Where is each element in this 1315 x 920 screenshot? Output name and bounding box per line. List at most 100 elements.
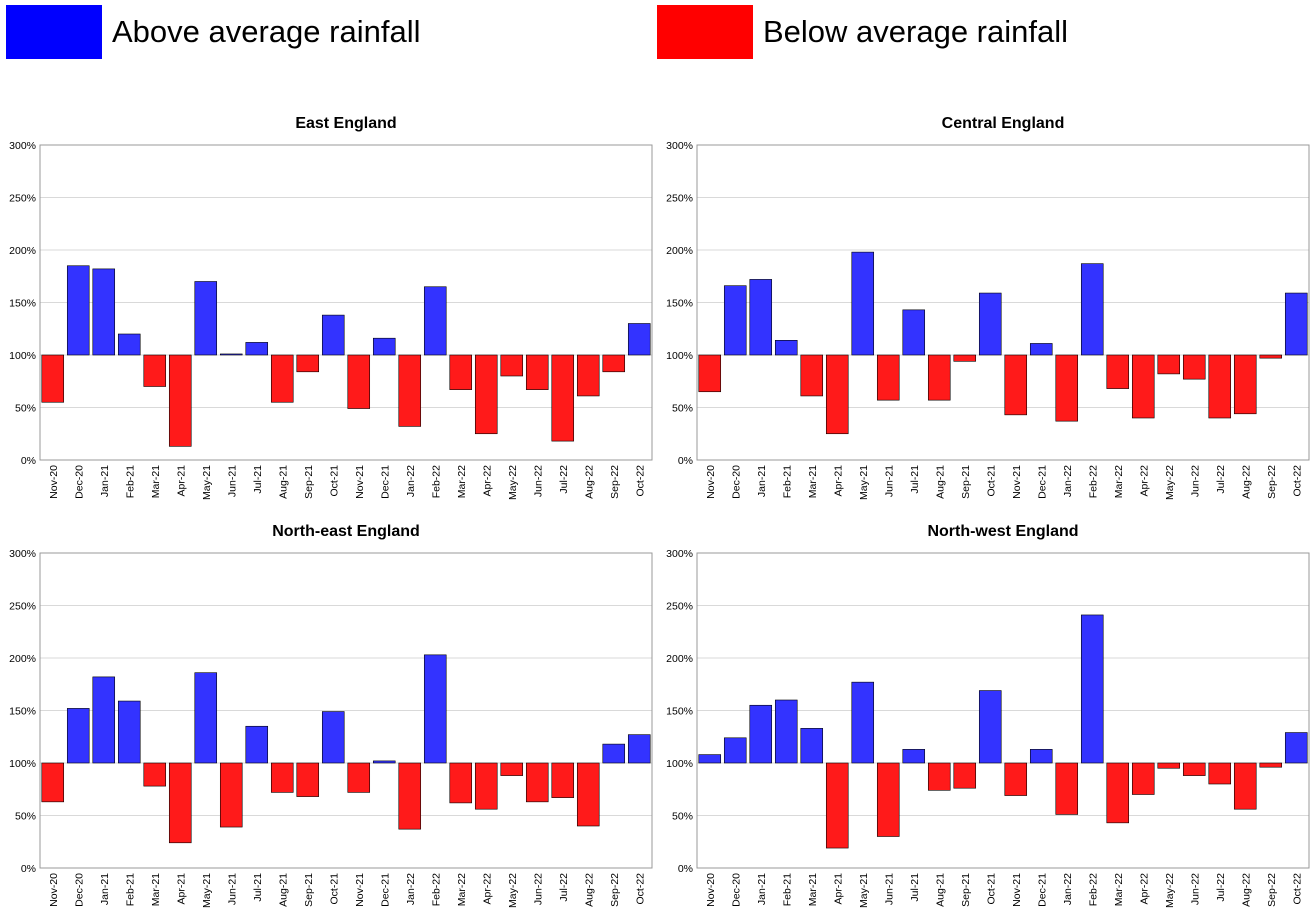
x-tick-label: Mar-21 [150,873,162,906]
x-tick-label: Sep-21 [303,873,315,907]
x-tick-label: Jun-21 [883,465,895,497]
x-tick-label: Mar-21 [807,873,819,906]
y-tick-label: 100% [666,350,693,362]
bar-above-average [245,725,269,764]
bar-below-average [1157,762,1181,769]
bar-above-average [851,251,875,356]
bar-below-average [825,354,849,435]
bar-below-average [1004,762,1028,796]
bar-above-average [978,292,1002,356]
bar-above-average [723,285,747,356]
bar-above-average [321,711,345,764]
chart-east-england: East England 0% 50% 100% 150% 200% 250% 300% Nov… [0,100,656,512]
bar-above-average [627,734,651,764]
y-tick-label: 150% [9,706,36,718]
x-tick-label: Jul-22 [1215,465,1227,494]
x-tick-label: Dec-21 [379,873,391,907]
x-tick-label: Feb-21 [124,873,136,906]
bar-below-average [347,762,371,793]
y-tick-label: 100% [9,350,36,362]
y-tick-label: 300% [666,548,693,560]
x-tick-label: May-22 [507,465,519,500]
x-tick-label: Jan-21 [99,465,111,497]
bar-below-average [1233,354,1257,415]
chart-svg: North-west England 0% 50% 100% 150% 200% 250% 3… [666,523,1310,908]
bar-above-average [372,337,396,356]
y-tick-label: 150% [9,298,36,310]
bar-above-average [66,708,90,764]
bar-below-average [927,762,951,791]
bar-below-average [1004,354,1028,416]
bar-above-average [423,286,447,356]
x-tick-label: Apr-22 [1138,465,1150,497]
bar-below-average [398,762,422,830]
x-tick-label: Mar-22 [1113,465,1125,498]
bar-below-average [1233,762,1257,810]
bar-below-average [551,354,575,442]
bar-below-average [296,354,320,373]
bar-above-average [1284,292,1308,356]
bar-below-average [270,354,294,403]
bar-below-average [1208,762,1232,785]
y-tick-label: 50% [672,811,693,823]
x-tick-label: Nov-20 [48,465,60,499]
y-tick-label: 250% [9,601,36,613]
bar-below-average [1157,354,1181,375]
bar-below-average [219,762,243,828]
y-tick-label: 300% [666,140,693,152]
bar-below-average [1208,354,1232,419]
y-tick-label: 100% [9,758,36,770]
x-tick-label: Dec-20 [730,873,742,907]
bar-below-average [143,354,167,387]
x-tick-label: Mar-21 [807,465,819,498]
chart-title: East England [295,115,396,132]
x-tick-label: Nov-21 [354,873,366,907]
bar-above-average [117,700,141,764]
bar-above-average [800,728,824,764]
bar-below-average [1055,762,1079,815]
bar-below-average [296,762,320,797]
bar-above-average [1029,343,1053,356]
x-tick-label: Jun-22 [532,465,544,497]
y-tick-label: 250% [666,601,693,613]
x-tick-label: Feb-21 [124,465,136,498]
bar-above-average [219,353,243,356]
x-tick-label: Feb-22 [430,465,442,498]
x-tick-label: Oct-21 [985,873,997,905]
x-tick-label: May-21 [858,873,870,908]
bar-below-average [168,762,192,844]
x-tick-label: Jun-22 [532,873,544,905]
y-tick-label: 50% [15,811,36,823]
plot-area-border [39,552,653,869]
x-tick-label: Mar-22 [1113,873,1125,906]
bar-below-average [800,354,824,397]
bar-below-average [876,762,900,837]
y-tick-label: 200% [666,653,693,665]
x-tick-label: Apr-22 [481,465,493,497]
plot-area-border [696,552,1310,869]
bar-below-average [1106,354,1130,389]
x-tick-label: Oct-21 [328,465,340,497]
bar-above-average [774,340,798,356]
y-tick-label: 250% [666,193,693,205]
x-tick-label: Dec-21 [1036,465,1048,499]
x-tick-label: Jul-21 [909,873,921,902]
x-tick-label: Jul-22 [558,873,570,902]
x-tick-label: Oct-22 [634,873,646,905]
legend-item-above: Above average rainfall [6,5,420,59]
x-tick-label: Aug-21 [934,465,946,499]
bar-below-average [500,354,524,377]
y-tick-label: 100% [666,758,693,770]
x-tick-label: May-22 [507,873,519,908]
x-tick-label: Jan-22 [405,465,417,497]
plot-area-border [696,144,1310,461]
bar-below-average [1131,762,1155,795]
x-tick-label: Dec-21 [1036,873,1048,907]
x-tick-label: Sep-22 [1266,465,1278,499]
chart-svg: East England 0% 50% 100% 150% 200% 250% 300% Nov… [9,115,653,500]
x-tick-label: Apr-21 [832,465,844,497]
bar-above-average [749,704,773,764]
x-tick-label: Jul-21 [909,465,921,494]
bar-below-average [953,354,977,362]
x-tick-label: Feb-21 [781,873,793,906]
